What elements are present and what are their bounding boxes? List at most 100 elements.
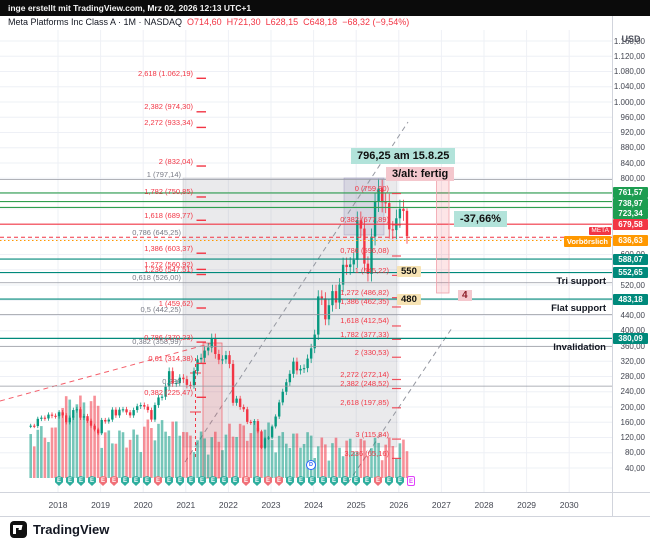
volume-bar: [253, 422, 256, 478]
target-550-callout[interactable]: 550: [397, 266, 421, 277]
volume-bar: [292, 433, 295, 478]
candle-body: [285, 382, 288, 392]
volume-bar: [54, 427, 57, 478]
volume-bar: [324, 444, 327, 478]
tri-support-label[interactable]: Tri support: [556, 276, 606, 287]
volume-bar: [214, 431, 217, 478]
logo-glyph-slash: [18, 525, 23, 530]
candle-body: [352, 259, 355, 265]
volume-bar: [72, 416, 75, 478]
plot-group[interactable]: [0, 30, 612, 492]
candle-body: [309, 348, 313, 359]
candle-body: [260, 431, 263, 448]
wave-four-callout[interactable]: 4: [458, 290, 472, 301]
volume-bar: [373, 437, 377, 478]
volume-bar: [380, 460, 384, 478]
candle-body: [278, 402, 281, 417]
candle-body: [384, 202, 387, 204]
candle-body: [96, 429, 100, 434]
volume-bar: [327, 460, 331, 478]
candle-body: [203, 350, 206, 358]
candle-body: [54, 415, 57, 417]
ohlc-low: L628,15: [265, 17, 299, 27]
candle-body: [182, 377, 185, 380]
candle-body: [160, 396, 164, 398]
volume-bar: [150, 428, 153, 478]
volume-bar: [299, 447, 302, 478]
tradingview-brand-text[interactable]: TradingView: [33, 522, 110, 537]
candle-body: [331, 291, 334, 306]
ath-price-callout[interactable]: 796,25 am 15.8.25: [351, 148, 456, 164]
volume-bar: [391, 446, 395, 478]
volume-bar: [384, 444, 387, 478]
volume-bar: [231, 436, 235, 478]
candle-body: [79, 409, 82, 418]
candle-body: [391, 229, 394, 231]
symbol-ticker-tag: META: [589, 227, 611, 235]
volume-bar: [121, 432, 125, 478]
candle-body: [196, 359, 199, 372]
volume-bar: [96, 405, 100, 478]
candle-body: [72, 410, 75, 418]
volume-bar: [221, 450, 224, 478]
candle-body: [366, 263, 370, 274]
candle-body: [380, 188, 384, 203]
premarket-tag: Vorbörslich: [563, 236, 611, 247]
symbol-title[interactable]: Meta Platforms Inc Class A · 1M · NASDAQ: [8, 17, 183, 27]
candle-body: [327, 305, 331, 320]
candle-body: [292, 361, 295, 374]
ohlc-open: O714,60: [187, 17, 222, 27]
volume-bar: [295, 433, 299, 478]
candle-body: [139, 405, 142, 407]
volume-bar: [160, 420, 164, 478]
candle-body: [153, 405, 157, 420]
volume-bar: [203, 438, 206, 478]
candle-body: [405, 210, 409, 237]
volume-bar: [61, 407, 64, 478]
candlestick-series: [29, 178, 409, 450]
candle-body: [199, 357, 203, 360]
volume-bar: [366, 455, 370, 478]
candle-body: [61, 412, 64, 416]
candle-body: [295, 361, 299, 371]
flat-support-label[interactable]: Flat support: [551, 303, 606, 314]
volume-bar: [192, 452, 196, 478]
candle-body: [192, 371, 196, 386]
candle-body: [235, 398, 238, 403]
tradingview-logo-icon[interactable]: [10, 521, 27, 538]
volume-bar: [235, 436, 238, 478]
ohlc-high: H721,30: [226, 17, 261, 27]
volume-bar: [345, 440, 348, 478]
red-trend-diagonal[interactable]: [0, 341, 217, 402]
candle-body: [224, 355, 228, 360]
target-480-callout[interactable]: 480: [397, 294, 421, 305]
volume-bar: [277, 435, 281, 478]
volume-bar: [185, 432, 189, 478]
invalidation-label[interactable]: Invalidation: [553, 342, 606, 353]
logo-glyph-bar: [13, 525, 20, 528]
volume-bar: [79, 395, 82, 478]
volume-bar: [249, 433, 253, 478]
candle-body: [356, 220, 359, 260]
candle-body: [402, 208, 405, 212]
candle-body: [388, 203, 391, 230]
volume-bar: [100, 447, 103, 478]
volume-bar: [395, 458, 398, 478]
volume-bar: [50, 427, 54, 478]
wave-count-callout[interactable]: 3/alt: fertig: [386, 167, 455, 181]
candle-body: [313, 334, 316, 349]
candle-body: [29, 425, 32, 427]
drawdown-percent-callout[interactable]: -37,66%: [454, 211, 507, 227]
volume-bar: [196, 440, 199, 478]
candle-body: [345, 264, 348, 268]
volume-bar: [263, 429, 267, 478]
volume-bar: [359, 438, 363, 478]
projection-box[interactable]: [436, 178, 450, 294]
candle-body: [228, 355, 231, 364]
candle-body: [338, 284, 341, 303]
symbol-legend[interactable]: Meta Platforms Inc Class A · 1M · NASDAQ…: [8, 17, 414, 30]
volume-bar: [171, 421, 174, 478]
candle-body: [217, 354, 221, 360]
volume-bar: [89, 401, 93, 478]
